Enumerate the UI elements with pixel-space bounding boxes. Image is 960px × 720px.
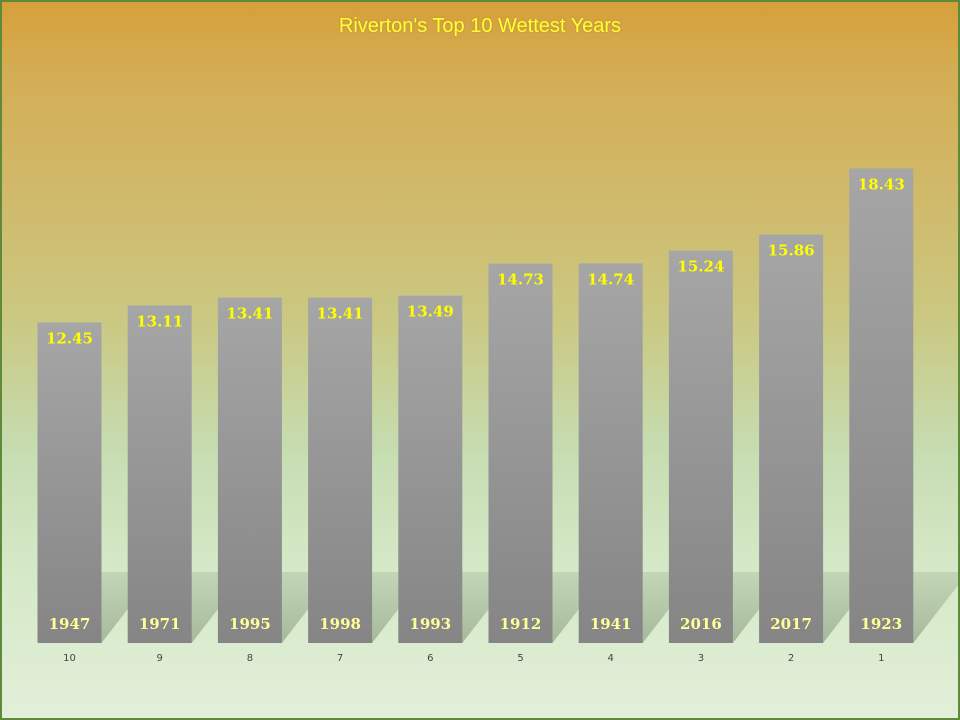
x-tick-label: 10 <box>63 653 76 664</box>
bar <box>578 263 643 643</box>
bar <box>308 297 373 643</box>
x-tick-label: 7 <box>337 653 343 664</box>
bar-year-label: 1941 <box>590 615 632 633</box>
data-label: 18.43 <box>858 175 905 193</box>
x-tick-label: 1 <box>878 653 884 664</box>
x-tick-label: 5 <box>517 653 523 664</box>
bar-year-label: 1947 <box>49 615 91 633</box>
data-label: 15.86 <box>768 242 815 260</box>
bar-year-label: 1912 <box>500 615 542 633</box>
data-label: 13.41 <box>317 305 364 323</box>
x-tick-label: 6 <box>427 653 433 664</box>
bar <box>37 322 102 643</box>
bar <box>127 305 192 643</box>
bar <box>668 250 733 643</box>
bar <box>398 295 463 643</box>
data-label: 15.24 <box>677 258 724 276</box>
chart-title: Riverton's Top 10 Wettest Years <box>338 15 622 37</box>
data-label: 13.11 <box>136 312 183 330</box>
bar-year-label: 2017 <box>770 615 812 633</box>
x-tick-label: 9 <box>157 653 163 664</box>
bar-year-label: 1923 <box>860 615 902 633</box>
bar-year-label: 1998 <box>319 615 361 633</box>
data-label: 14.74 <box>587 270 634 288</box>
bar <box>849 168 914 644</box>
x-tick-label: 2 <box>788 653 794 664</box>
data-label: 14.73 <box>497 271 544 289</box>
bar-year-label: 1971 <box>139 615 181 633</box>
data-label: 12.45 <box>46 329 93 347</box>
x-tick-label: 8 <box>247 653 253 664</box>
bar-year-label: 2016 <box>680 615 722 633</box>
bar-year-label: 1993 <box>409 615 451 633</box>
x-tick-label: 4 <box>608 653 614 664</box>
data-label: 13.49 <box>407 303 454 321</box>
bar <box>759 234 824 644</box>
bar <box>217 297 282 643</box>
bar-year-label: 1995 <box>229 615 271 633</box>
data-label: 13.41 <box>226 305 273 323</box>
bar <box>488 263 553 643</box>
x-tick-label: 3 <box>698 653 704 664</box>
